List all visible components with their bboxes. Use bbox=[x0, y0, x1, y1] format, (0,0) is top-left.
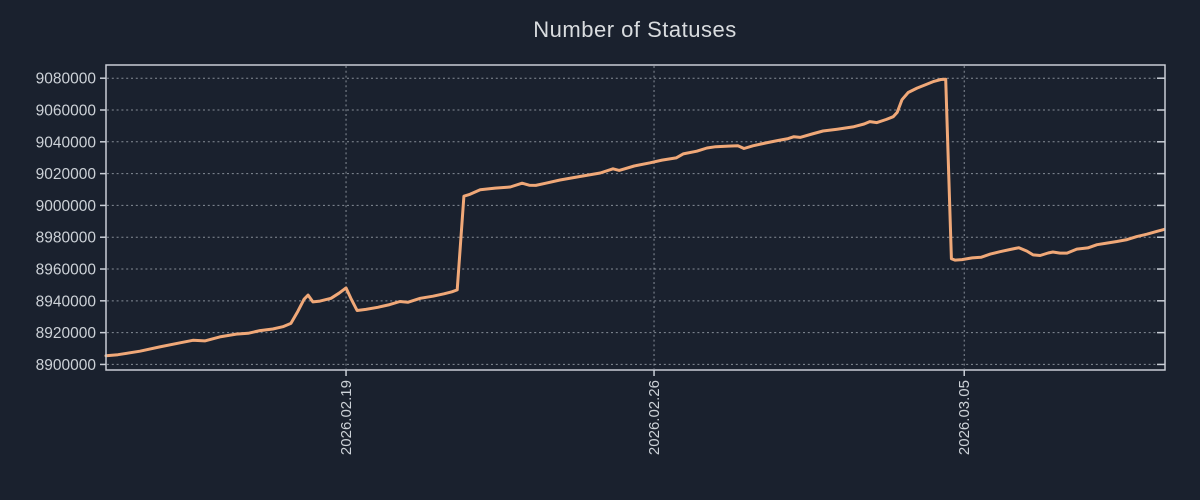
y-tick-label: 8940000 bbox=[36, 293, 97, 310]
x-tick-label: 2026.02.26 bbox=[646, 380, 663, 455]
y-tick-label: 8920000 bbox=[36, 325, 97, 342]
chart-title: Number of Statuses bbox=[533, 17, 736, 42]
axis-layer: 8900000 8920000 8940000 8960000 8980000 90000… bbox=[36, 64, 1166, 455]
y-tick-label: 9080000 bbox=[36, 71, 97, 88]
y-tick-label: 8900000 bbox=[36, 357, 97, 374]
series-layer bbox=[104, 77, 1166, 358]
y-tick-label: 9000000 bbox=[36, 198, 97, 215]
y-tick-label: 9040000 bbox=[36, 134, 97, 151]
grid-layer bbox=[107, 66, 1164, 369]
plot-border bbox=[105, 64, 1166, 371]
x-tick-label: 2026.02.19 bbox=[338, 380, 355, 455]
y-tick-label: 8980000 bbox=[36, 230, 97, 247]
y-tick-label: 8960000 bbox=[36, 262, 97, 279]
x-tick-label: 2026.03.05 bbox=[956, 380, 973, 455]
y-tick-label: 9060000 bbox=[36, 103, 97, 120]
statuses-line-series bbox=[104, 77, 1166, 358]
y-tick-label: 9020000 bbox=[36, 166, 97, 183]
